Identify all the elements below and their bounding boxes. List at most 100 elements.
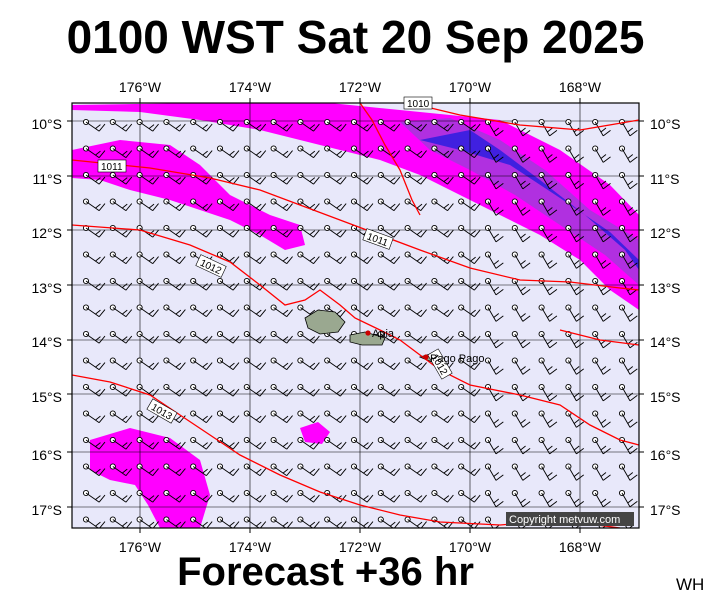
wind-barb xyxy=(243,436,267,450)
wind-barb xyxy=(377,251,401,265)
lat-label: 17°S xyxy=(31,502,62,518)
wind-barb xyxy=(163,330,186,344)
wind-barb xyxy=(82,330,106,344)
lat-label: 12°S xyxy=(650,225,681,241)
wind-barb xyxy=(404,145,427,159)
wind-barb xyxy=(618,304,638,322)
lat-label: 13°S xyxy=(650,280,681,296)
wind-barb xyxy=(538,436,558,455)
wind-barb xyxy=(618,410,638,428)
lat-label: 16°S xyxy=(31,447,62,463)
wind-barb xyxy=(484,516,504,528)
wind-barb xyxy=(618,251,638,269)
wind-barb xyxy=(109,463,133,477)
wind-barb xyxy=(216,277,240,291)
wind-barb xyxy=(511,383,531,402)
wind-barb xyxy=(538,489,558,508)
wind-barb xyxy=(350,145,374,159)
wind-barb xyxy=(109,251,133,265)
wind-barb xyxy=(484,330,504,349)
wind-barb xyxy=(404,463,427,477)
wind-barb xyxy=(377,489,401,503)
wind-barb xyxy=(511,436,531,455)
wind-barb xyxy=(190,277,213,291)
region-code: WH xyxy=(676,575,705,594)
wind-barb xyxy=(163,171,186,185)
map-frame xyxy=(71,102,640,529)
wind-barb xyxy=(538,463,558,481)
lon-label: 168°W xyxy=(559,539,602,555)
wind-barb xyxy=(511,145,531,163)
wind-barb xyxy=(136,118,159,132)
wind-barb xyxy=(350,118,374,132)
lon-label: 174°W xyxy=(229,79,272,95)
wind-barb xyxy=(297,489,320,503)
wind-barb xyxy=(216,410,240,424)
city-marker xyxy=(423,354,429,360)
wind-barb xyxy=(484,277,504,296)
wind-barb xyxy=(618,383,638,402)
wind-barb xyxy=(484,118,504,137)
wind-barb xyxy=(163,198,186,212)
wind-barb xyxy=(297,330,320,344)
wind-barb xyxy=(270,251,293,265)
wind-barb xyxy=(324,357,347,371)
lon-axis-bottom: 176°W 174°W 172°W 170°W 168°W xyxy=(119,539,602,555)
wind-barb xyxy=(297,251,320,265)
wind-barb xyxy=(297,224,320,238)
place-label: Pago Pago xyxy=(430,353,484,365)
lat-label: 13°S xyxy=(31,280,62,296)
wind-barb xyxy=(297,436,320,450)
wind-barb xyxy=(377,463,401,477)
wind-barb xyxy=(431,198,454,212)
lat-label: 11°S xyxy=(650,171,679,187)
wind-barb xyxy=(431,410,454,424)
wind-barb xyxy=(243,198,267,212)
lat-label: 10°S xyxy=(650,116,681,132)
lat-label: 14°S xyxy=(650,334,681,350)
wind-barb xyxy=(216,489,240,503)
wind-barb xyxy=(565,145,585,163)
wind-barb xyxy=(163,224,186,238)
wind-barb xyxy=(270,198,293,212)
wind-barb xyxy=(216,171,240,185)
wind-barb xyxy=(324,118,347,132)
wind-barb xyxy=(324,198,347,212)
lon-label: 168°W xyxy=(559,79,602,95)
wind-barb xyxy=(404,277,427,291)
wind-barb xyxy=(538,410,558,428)
wind-barb xyxy=(82,436,106,450)
wind-barb xyxy=(297,145,320,159)
copyright-label: Copyright metvuw.com xyxy=(509,514,620,526)
wind-barb xyxy=(82,463,106,477)
wind-barb xyxy=(324,436,347,450)
wind-barb xyxy=(216,304,240,318)
wind-barb xyxy=(431,277,454,291)
wind-barb xyxy=(270,330,293,344)
wind-barb xyxy=(243,118,267,132)
wind-barb xyxy=(458,251,481,265)
wind-barb xyxy=(458,383,481,397)
wind-barb xyxy=(109,118,133,132)
wind-barb xyxy=(190,118,213,132)
wind-barb xyxy=(404,489,427,503)
wind-barb xyxy=(538,118,558,137)
wind-barb xyxy=(592,171,611,190)
forecast-label: Forecast +36 hr xyxy=(177,550,474,594)
wind-barb xyxy=(377,436,401,450)
wind-barb xyxy=(82,357,106,371)
wind-barb xyxy=(592,145,611,163)
wind-barb xyxy=(350,410,374,424)
wind-barb xyxy=(538,357,558,375)
wind-barb xyxy=(431,224,454,238)
wind-barb xyxy=(484,410,504,428)
wind-barb xyxy=(565,198,585,216)
wind-barb xyxy=(431,383,454,397)
wind-barb xyxy=(163,357,186,371)
wind-barb xyxy=(565,224,585,243)
wind-barb xyxy=(270,383,293,397)
wind-barb xyxy=(592,304,611,322)
precipitation-band-southwest xyxy=(90,422,330,528)
wind-barb xyxy=(190,304,213,318)
